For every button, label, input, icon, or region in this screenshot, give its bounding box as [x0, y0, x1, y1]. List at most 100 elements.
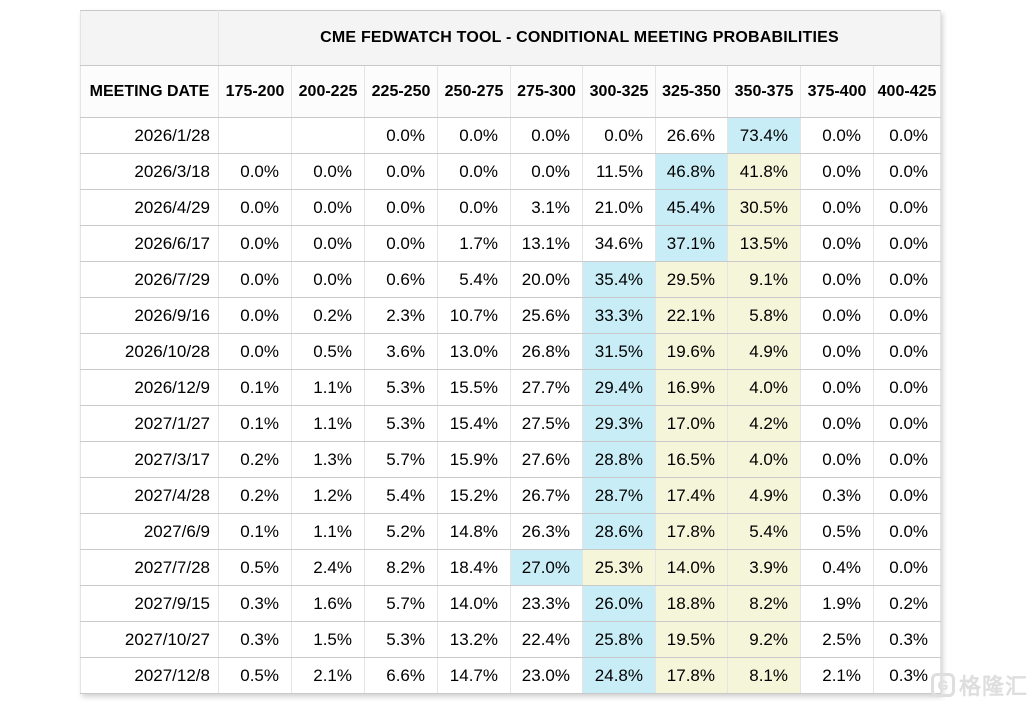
- meeting-date-cell: 2026/1/28: [80, 117, 219, 154]
- probability-cell: 0.0%: [291, 189, 365, 226]
- probability-cell: 13.0%: [437, 333, 511, 370]
- probability-cell: 0.2%: [218, 441, 292, 478]
- probability-cell: 27.0%: [510, 549, 583, 586]
- probability-cell: 0.0%: [800, 297, 874, 334]
- probability-cell: 17.8%: [655, 513, 728, 550]
- table-row: 2027/7/28 0.5% 2.4% 8.2% 18.4% 27.0% 25.3% 14.0…: [80, 549, 942, 586]
- table-row: 2027/4/28 0.2% 1.2% 5.4% 15.2% 26.7% 28.7% 17.4…: [80, 477, 942, 514]
- title-row: CME FEDWATCH TOOL - CONDITIONAL MEETING …: [80, 10, 942, 66]
- probability-cell: 2.1%: [800, 657, 874, 694]
- probability-cell: 16.9%: [655, 369, 728, 406]
- probability-cell: 0.3%: [872, 657, 942, 694]
- meeting-date-cell: 2026/9/16: [80, 297, 219, 334]
- probability-cell: 0.0%: [364, 153, 438, 190]
- probability-cell: 41.8%: [727, 153, 801, 190]
- table-row: 2027/1/27 0.1% 1.1% 5.3% 15.4% 27.5% 29.3% 17.0…: [80, 405, 942, 442]
- table-row: 2027/9/15 0.3% 1.6% 5.7% 14.0% 23.3% 26.0% 18.8…: [80, 585, 942, 622]
- probability-cell: 0.0%: [872, 117, 942, 154]
- probability-cell: 26.3%: [510, 513, 583, 550]
- probability-cell: 0.4%: [800, 549, 874, 586]
- probability-cell: 0.0%: [872, 513, 942, 550]
- meeting-date-cell: 2026/3/18: [80, 153, 219, 190]
- probability-cell: 5.8%: [727, 297, 801, 334]
- probability-cell: 3.1%: [510, 189, 583, 226]
- probability-cell: 29.3%: [582, 405, 656, 442]
- column-header-rate-range: 225-250: [364, 65, 438, 118]
- gelonghui-logo-icon: G: [930, 673, 955, 697]
- table-row: 2027/3/17 0.2% 1.3% 5.7% 15.9% 27.6% 28.8% 16.5…: [80, 441, 942, 478]
- meeting-date-cell: 2026/7/29: [80, 261, 219, 298]
- probability-cell: 5.7%: [364, 441, 438, 478]
- probability-cell: 35.4%: [582, 261, 656, 298]
- probability-cell: 0.3%: [800, 477, 874, 514]
- probability-cell: 1.9%: [800, 585, 874, 622]
- meeting-date-cell: 2027/10/27: [80, 621, 219, 658]
- probability-cell: 29.5%: [655, 261, 728, 298]
- column-header-rate-range: 175-200: [218, 65, 292, 118]
- probability-cell: 4.0%: [727, 369, 801, 406]
- probability-cell: 0.2%: [872, 585, 942, 622]
- column-header-rate-range: 350-375: [727, 65, 801, 118]
- table-body: 2026/1/28 0.0% 0.0% 0.0% 0.0% 26.6% 73.4% 0.0% 0…: [80, 117, 942, 694]
- probability-cell: 14.0%: [437, 585, 511, 622]
- probability-cell: 0.0%: [291, 225, 365, 262]
- probability-cell: 15.5%: [437, 369, 511, 406]
- table-row: 2026/7/29 0.0% 0.0% 0.6% 5.4% 20.0% 35.4% 29.5%…: [80, 261, 942, 298]
- probability-cell: 5.3%: [364, 369, 438, 406]
- meeting-date-cell: 2026/6/17: [80, 225, 219, 262]
- probability-cell: 45.4%: [655, 189, 728, 226]
- probability-cell: 0.0%: [800, 189, 874, 226]
- probability-cell: 5.3%: [364, 405, 438, 442]
- probability-cell: 0.3%: [872, 621, 942, 658]
- probability-cell: 15.2%: [437, 477, 511, 514]
- table-row: 2026/12/9 0.1% 1.1% 5.3% 15.5% 27.7% 29.4% 16.9…: [80, 369, 942, 406]
- probability-cell: 0.0%: [510, 117, 583, 154]
- probability-cell: 28.7%: [582, 477, 656, 514]
- probability-cell: 0.1%: [218, 513, 292, 550]
- table-row: 2026/4/29 0.0% 0.0% 0.0% 0.0% 3.1% 21.0% 45.4% 3…: [80, 189, 942, 226]
- probability-cell: 0.0%: [437, 153, 511, 190]
- probability-cell: 24.8%: [582, 657, 656, 694]
- probability-cell: 14.8%: [437, 513, 511, 550]
- probability-cell: 6.6%: [364, 657, 438, 694]
- probability-cell: 17.0%: [655, 405, 728, 442]
- probability-cell: 0.0%: [800, 261, 874, 298]
- probability-cell: 8.2%: [727, 585, 801, 622]
- probability-cell: 1.1%: [291, 369, 365, 406]
- probability-cell: 29.4%: [582, 369, 656, 406]
- probability-cell: 0.0%: [800, 117, 874, 154]
- probability-cell: 0.0%: [291, 153, 365, 190]
- meeting-date-cell: 2027/3/17: [80, 441, 219, 478]
- meeting-date-cell: 2027/7/28: [80, 549, 219, 586]
- probability-cell: 33.3%: [582, 297, 656, 334]
- probability-cell: 0.0%: [218, 333, 292, 370]
- probability-cell: 15.4%: [437, 405, 511, 442]
- probability-cell: 4.9%: [727, 333, 801, 370]
- probability-cell: 26.7%: [510, 477, 583, 514]
- probability-cell: 0.0%: [364, 117, 438, 154]
- meeting-date-cell: 2027/6/9: [80, 513, 219, 550]
- probability-cell: 5.3%: [364, 621, 438, 658]
- probability-cell: 0.0%: [872, 441, 942, 478]
- probability-cell: 73.4%: [727, 117, 801, 154]
- probability-cell: 4.0%: [727, 441, 801, 478]
- probability-cell: 0.0%: [872, 369, 942, 406]
- header-row: MEETING DATE 175-200 200-225 225-250 250…: [80, 65, 942, 118]
- meeting-date-cell: 2026/10/28: [80, 333, 219, 370]
- probability-cell: 0.0%: [800, 441, 874, 478]
- probability-cell: 22.4%: [510, 621, 583, 658]
- probability-cell: 0.0%: [800, 405, 874, 442]
- probability-cell: 26.0%: [582, 585, 656, 622]
- probability-cell: 22.1%: [655, 297, 728, 334]
- column-header-rate-range: 250-275: [437, 65, 511, 118]
- column-header-rate-range: 200-225: [291, 65, 365, 118]
- probability-cell: 0.6%: [364, 261, 438, 298]
- probability-cell: 0.0%: [291, 261, 365, 298]
- meeting-date-cell: 2027/9/15: [80, 585, 219, 622]
- probability-cell: 0.0%: [872, 333, 942, 370]
- probability-cell: 9.1%: [727, 261, 801, 298]
- corner-cell: [80, 10, 219, 66]
- probability-cell: 0.1%: [218, 405, 292, 442]
- probability-cell: 25.8%: [582, 621, 656, 658]
